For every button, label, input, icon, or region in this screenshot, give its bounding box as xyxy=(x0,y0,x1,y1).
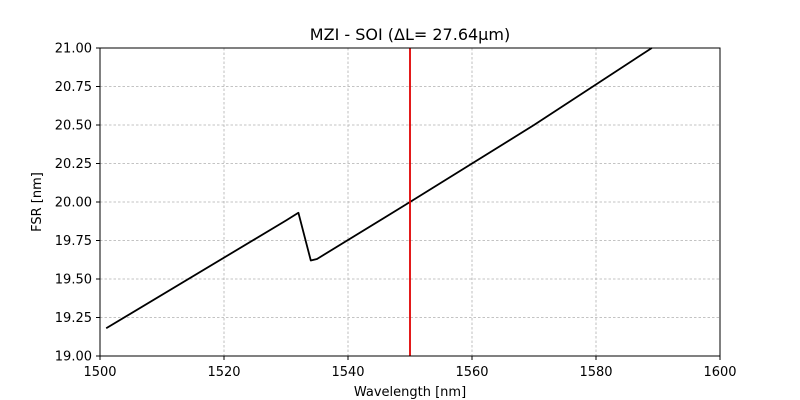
y-tick-label: 20.25 xyxy=(55,157,92,172)
x-tick-label: 1500 xyxy=(83,365,116,380)
ticks: 1500 1520 1540 1560 1580 1600 19.00 19.25 19.50 1… xyxy=(55,42,737,381)
y-tick-label: 19.75 xyxy=(55,234,92,249)
series-line xyxy=(105,47,653,330)
x-tick-label: 1520 xyxy=(207,365,240,380)
y-tick-label: 20.75 xyxy=(55,80,92,95)
y-tick-label: 20.50 xyxy=(55,119,92,134)
y-axis-label: FSR [nm] xyxy=(30,172,45,232)
x-tick-label: 1560 xyxy=(455,365,488,380)
y-tick-label: 19.50 xyxy=(55,273,92,288)
x-tick-label: 1600 xyxy=(703,365,736,380)
x-tick-label: 1580 xyxy=(579,365,612,380)
x-tick-label: 1540 xyxy=(331,365,364,380)
y-tick-label: 21.00 xyxy=(55,42,92,57)
chart-title: MZI - SOI (ΔL= 27.64μm) xyxy=(310,25,510,44)
y-tick-label: 19.00 xyxy=(55,350,92,365)
x-axis-label: Wavelength [nm] xyxy=(354,385,466,400)
plot-area xyxy=(105,47,653,356)
y-tick-label: 20.00 xyxy=(55,196,92,211)
y-tick-label: 19.25 xyxy=(55,311,92,326)
